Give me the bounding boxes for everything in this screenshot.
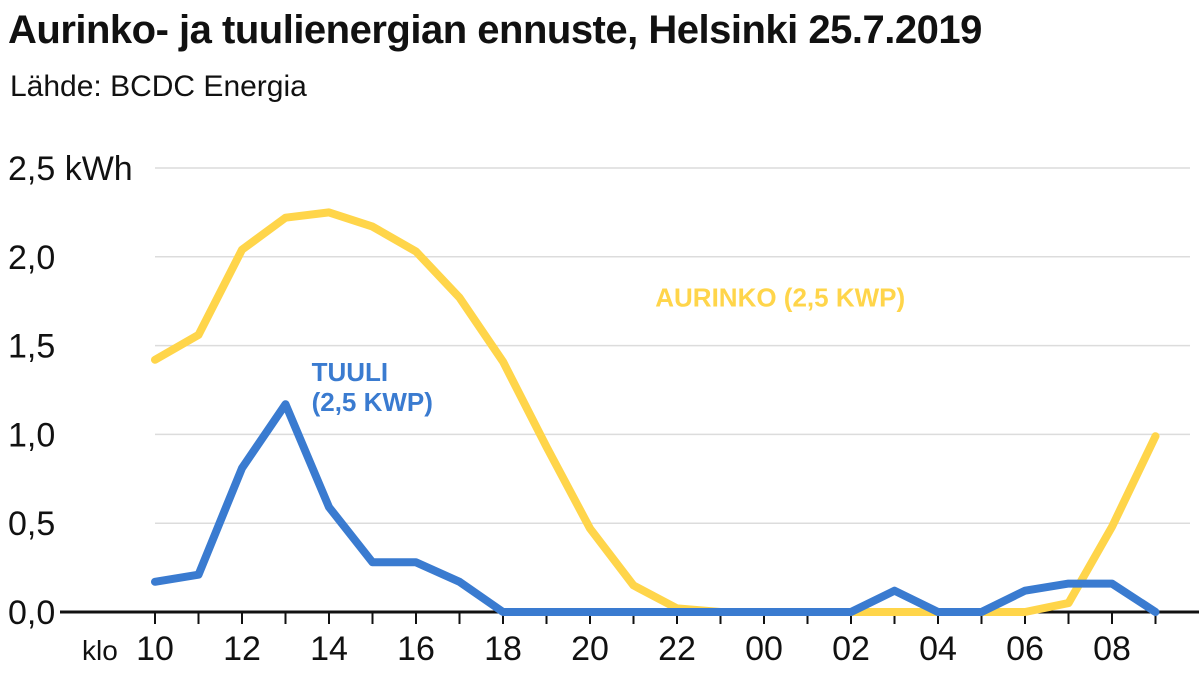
x-tick-label: 22	[658, 630, 696, 668]
x-tick-label: 14	[310, 630, 348, 668]
x-tick-label: 04	[919, 630, 957, 668]
series-label-aurinko: AURINKO (2,5 KWP)	[655, 283, 905, 313]
series-line-tuuli	[151, 400, 1160, 616]
y-tick-label: 1,5	[8, 328, 55, 366]
x-tick-label: 06	[1006, 630, 1044, 668]
x-tick-label: 02	[832, 630, 870, 668]
series-label-tuuli: TUULI	[312, 357, 389, 387]
y-tick-label: 0,0	[8, 594, 55, 632]
x-tick-label: 08	[1093, 630, 1131, 668]
x-tick-label: 00	[745, 630, 783, 668]
y-tick-label: 2,0	[8, 239, 55, 277]
y-tick-label: 2,5 kWh	[8, 150, 133, 188]
x-tick-label: 16	[397, 630, 435, 668]
chart-subtitle: Lähde: BCDC Energia	[10, 70, 307, 103]
series-label-tuuli: (2,5 KWP)	[312, 387, 433, 417]
x-axis-prefix: klo	[82, 635, 118, 666]
y-tick-label: 0,5	[8, 505, 55, 543]
series-line-aurinko	[151, 208, 1160, 616]
x-tick-label: 12	[223, 630, 261, 668]
y-tick-label: 1,0	[8, 416, 55, 454]
chart-title: Aurinko- ja tuulienergian ennuste, Helsi…	[8, 8, 982, 52]
x-tick-label: 10	[136, 630, 174, 668]
x-tick-label: 20	[571, 630, 609, 668]
x-tick-label: 18	[484, 630, 522, 668]
